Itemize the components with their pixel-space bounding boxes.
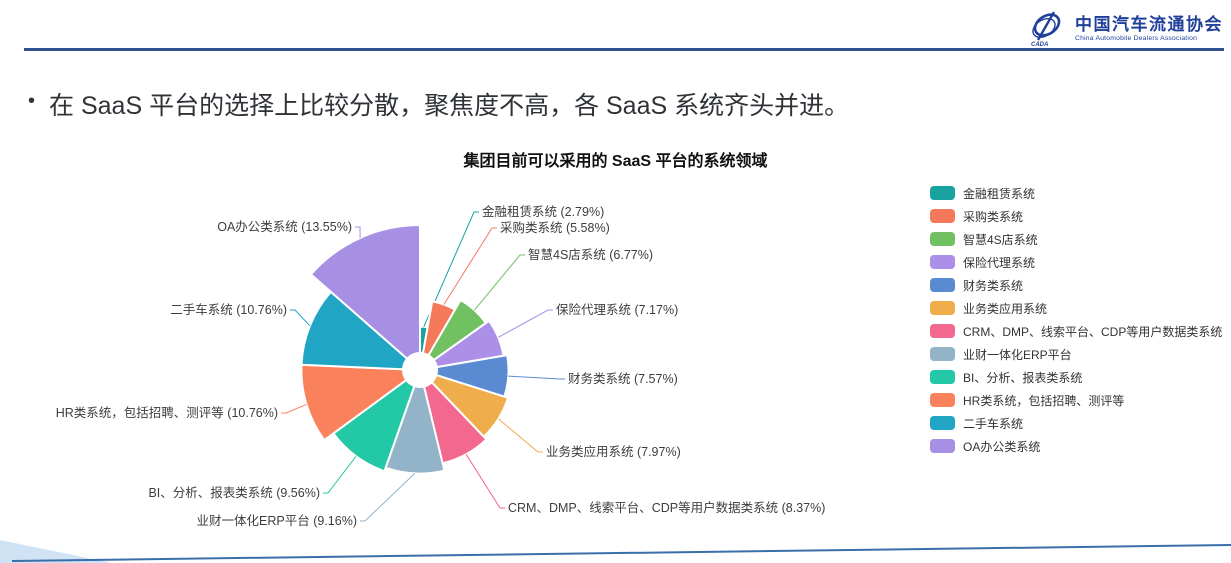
legend-item-1[interactable]: 采购类系统 — [930, 209, 1222, 224]
label-leader-line-5 — [497, 418, 543, 453]
legend-label-9: HR类系统，包括招聘、测评等 — [963, 393, 1125, 408]
bullet-text: 在 SaaS 平台的选择上比较分散，聚焦度不高，各 SaaS 系统齐头并进。 — [49, 92, 850, 120]
legend-swatch-5 — [930, 301, 955, 315]
cada-logo-icon: CADA — [1031, 11, 1061, 48]
label-leader-line-3 — [497, 309, 553, 338]
chart-legend: 金融租赁系统 采购类系统智慧4S店系统 保险代理系统 财务类系统业务类应用系统 CRM、… — [930, 186, 1222, 462]
slice-label-6: CRM、DMP、线索平台、CDP等用户数据类系统 (8.37%) — [508, 500, 825, 515]
legend-swatch-6 — [930, 324, 955, 338]
org-name-en: China Automobile Dealers Association — [1075, 34, 1198, 42]
cada-acronym-text: CADA — [1031, 42, 1048, 48]
slice-label-3: 保险代理系统 (7.17%) — [556, 302, 678, 317]
slice-label-0: 金融租赁系统 (2.79%) — [482, 204, 604, 219]
label-leader-line-11 — [355, 226, 361, 238]
legend-swatch-9 — [930, 393, 955, 407]
legend-swatch-1 — [930, 209, 955, 223]
label-leader-line-7 — [360, 473, 416, 522]
legend-item-7[interactable]: 业财一体化ERP平台 — [930, 347, 1222, 362]
legend-item-2[interactable]: 智慧4S店系统 — [930, 232, 1222, 247]
legend-swatch-11 — [930, 439, 955, 453]
legend-item-11[interactable]: OA办公类系统 — [930, 439, 1222, 454]
legend-item-9[interactable]: HR类系统，包括招聘、测评等 — [930, 393, 1222, 408]
legend-swatch-4 — [930, 278, 955, 292]
legend-item-5[interactable]: 业务类应用系统 — [930, 301, 1222, 316]
slice-label-9: HR类系统，包括招聘、测评等 (10.76%) — [56, 405, 278, 420]
label-leader-line-10 — [290, 309, 311, 327]
label-leader-line-2 — [474, 254, 525, 311]
bullet-row: • 在 SaaS 平台的选择上比较分散，聚焦度不高，各 SaaS 系统齐头并进。 — [28, 86, 849, 122]
legend-swatch-0 — [930, 186, 955, 200]
pie-slice-10[interactable] — [300, 290, 409, 371]
slice-label-4: 财务类系统 (7.57%) — [568, 371, 678, 386]
legend-swatch-2 — [930, 232, 955, 246]
slice-label-10: 二手车系统 (10.76%) — [170, 302, 287, 317]
legend-item-3[interactable]: 保险代理系统 — [930, 255, 1222, 270]
slice-label-7: 业财一体化ERP平台 (9.16%) — [197, 513, 357, 528]
slice-label-11: OA办公类系统 (13.55%) — [217, 219, 352, 234]
legend-label-1: 采购类系统 — [963, 209, 1024, 224]
org-name-cn: 中国汽车流通协会 — [1075, 15, 1223, 35]
chart-title: 集团目前可以采用的 SaaS 平台的系统领域 — [463, 153, 768, 170]
org-logo: CADA 中国汽车流通协会 China Automobile Dealers A… — [1023, 10, 1223, 48]
legend-label-3: 保险代理系统 — [963, 255, 1036, 270]
label-leader-line-6 — [465, 454, 505, 509]
slice-label-5: 业务类应用系统 (7.97%) — [546, 444, 681, 459]
label-leader-line-8 — [323, 455, 357, 494]
pie-slice-11[interactable] — [309, 223, 421, 360]
legend-label-0: 金融租赁系统 — [963, 186, 1036, 201]
slice-label-1: 采购类系统 (5.58%) — [500, 220, 610, 235]
legend-item-10[interactable]: 二手车系统 — [930, 416, 1222, 431]
footer-wedge — [0, 540, 112, 563]
legend-swatch-8 — [930, 370, 955, 384]
legend-label-8: BI、分析、报表类系统 — [963, 370, 1083, 385]
legend-item-6[interactable]: CRM、DMP、线索平台、CDP等用户数据类系统 — [930, 324, 1223, 339]
legend-swatch-7 — [930, 347, 955, 361]
legend-label-7: 业财一体化ERP平台 — [963, 347, 1072, 362]
header-divider — [24, 48, 1224, 51]
slice-label-8: BI、分析、报表类系统 (9.56%) — [148, 485, 320, 500]
footer-decoration — [0, 540, 1231, 563]
legend-label-4: 财务类系统 — [963, 278, 1024, 293]
legend-item-4[interactable]: 财务类系统 — [930, 278, 1222, 293]
label-leader-line-0 — [423, 211, 479, 328]
footer-line — [11, 544, 1231, 562]
legend-item-8[interactable]: BI、分析、报表类系统 — [930, 370, 1222, 385]
legend-label-2: 智慧4S店系统 — [963, 232, 1038, 247]
bullet-marker: • — [28, 90, 36, 112]
legend-item-0[interactable]: 金融租赁系统 — [930, 186, 1222, 201]
pie-slice-9[interactable] — [300, 363, 408, 442]
legend-label-6: CRM、DMP、线索平台、CDP等用户数据类系统 — [963, 324, 1223, 339]
label-leader-line-1 — [443, 227, 497, 305]
legend-label-11: OA办公类系统 — [963, 439, 1041, 454]
rose-chart-canvas: 金融租赁系统 (2.79%)采购类系统 (5.58%) 智慧4S店系统 (6.77… — [56, 204, 826, 528]
legend-label-10: 二手车系统 — [963, 416, 1024, 431]
slice-label-2: 智慧4S店系统 (6.77%) — [528, 247, 653, 262]
legend-swatch-10 — [930, 416, 955, 430]
label-leader-line-9 — [281, 403, 307, 414]
legend-swatch-3 — [930, 255, 955, 269]
legend-label-5: 业务类应用系统 — [963, 301, 1048, 316]
label-leader-line-4 — [508, 375, 565, 380]
